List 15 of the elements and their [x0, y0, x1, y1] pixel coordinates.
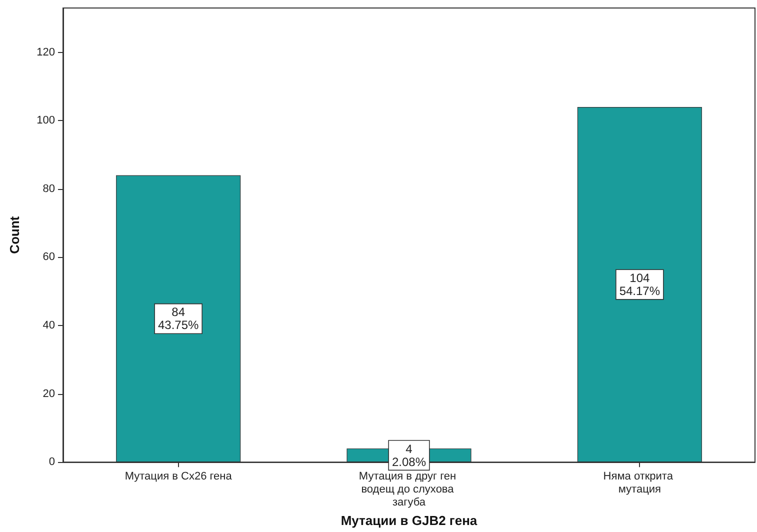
data-label: 84 43.75%	[158, 305, 200, 332]
y-tick-label: 60	[42, 251, 55, 264]
y-tick-label: 40	[42, 320, 55, 332]
y-axis-title: Count	[7, 216, 22, 254]
y-tick-label: 120	[36, 46, 55, 58]
data-label: 104 54.17%	[619, 271, 660, 298]
y-tick-label: 100	[36, 114, 55, 127]
x-tick-label: Мутация в друг ген водещ до слухова загуба	[358, 470, 460, 509]
y-tick-label: 20	[42, 388, 55, 400]
data-label: 4 2.08%	[392, 442, 426, 469]
y-tick-label: 0	[48, 456, 55, 468]
x-tick-label: Мутация в Cx26 гена	[124, 470, 233, 483]
y-tick-label: 80	[42, 182, 55, 195]
x-axis-title: Мутации в GJB2 гена	[340, 513, 478, 528]
x-tick-label: Няма открита мутация	[603, 470, 676, 496]
